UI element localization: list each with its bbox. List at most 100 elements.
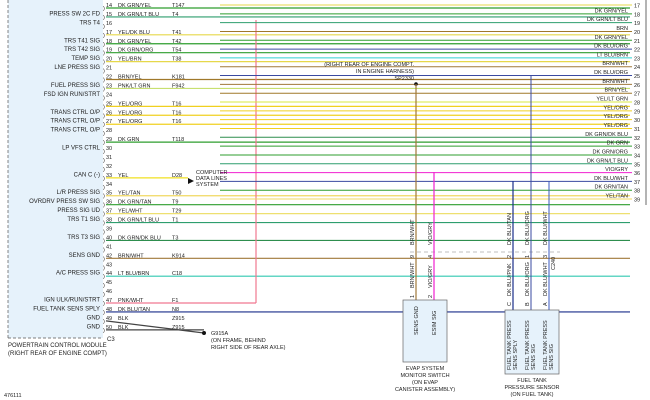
pcm-pin-circuit: T9 (172, 200, 178, 206)
pcm-pin-circuit: N8 (172, 307, 179, 313)
pin-bracket: ) (103, 265, 105, 271)
pcm-pin-circuit: T38 (172, 57, 181, 63)
pin-bracket: ) (103, 247, 105, 253)
pin-bracket: ) (103, 42, 105, 48)
right-pin-number: 28 (634, 101, 640, 107)
sensor-pin-wire: DK BLU/PNK (507, 263, 513, 296)
right-pin-wire: DK GRN (607, 141, 628, 147)
pcm-pin-wire: YEL/TAN (118, 191, 141, 197)
pin-bracket: ) (103, 194, 105, 200)
pcm-pin-wire: YEL/DK BLU (118, 30, 150, 36)
right-pin-wire: VIO/GRY (605, 167, 628, 173)
pcm-pin-number: 22 (106, 75, 112, 81)
pin-bracket: ) (103, 149, 105, 155)
sensor-pin: C (507, 302, 513, 306)
pcm-pin-circuit: K914 (172, 253, 185, 259)
pcm-pin-wire: DK GRN/YEL (118, 39, 151, 45)
pcm-pin-number: 50 (106, 325, 112, 331)
sensor-inline-wire: DK BLU/TAN (507, 213, 513, 245)
sensor-title-2: PRESSURE SENSOR (504, 385, 559, 391)
pcm-pin-function: TRANS CTRL O/P (51, 119, 100, 125)
pcm-pin-circuit: T50 (172, 191, 181, 197)
pin-bracket: ) (103, 230, 105, 236)
pin-bracket: ) (103, 292, 105, 298)
pcm-pin-wire: PNK/WHT (118, 298, 144, 304)
pcm-pin-circuit: T42 (172, 39, 181, 45)
pin-bracket: ) (103, 167, 105, 173)
pcm-pin-function: TEMP SIG (71, 56, 100, 62)
pcm-pin-wire: YEL/WHT (118, 209, 143, 215)
right-pin-number: 19 (634, 21, 640, 27)
right-pin-number: 30 (634, 118, 640, 124)
right-pin-wire: DK GRN/LT BLU (587, 158, 628, 164)
pcm-pin-circuit: T3 (172, 235, 178, 241)
pcm-pin-number: 41 (106, 244, 112, 250)
pcm-pin-number: 36 (106, 200, 112, 206)
ground-location-2: RIGHT SIDE OF REAR AXLE) (211, 345, 286, 351)
evap-inline-pin-2: 4 (428, 255, 434, 258)
evap-title-3: (ON EVAP (412, 380, 438, 386)
evap-title: EVAP SYSTEM (406, 366, 445, 372)
evap-title-2: MONITOR SWITCH (400, 373, 449, 379)
sensor-pin-wire-3: DK BLU/WHT (543, 261, 549, 296)
pcm-pin-wire: DK GRN/DK BLU (118, 235, 161, 241)
pcm-pin-wire: YEL/ORG (118, 101, 142, 107)
sensor-inline-connector: C240 (551, 257, 557, 270)
pcm-connector-id: C3 (107, 337, 115, 343)
right-pin-wire: DK BLU/WHT (594, 176, 629, 182)
pin-bracket: ) (103, 51, 105, 57)
pcm-pin-number: 47 (106, 298, 112, 304)
right-pin-wire: LT BLU/BRN (597, 52, 628, 58)
evap-title-4: CANISTER ASSEMBLY) (395, 387, 455, 393)
right-pin-wire: DK BLU/ORG (594, 44, 628, 50)
right-pin-number: 18 (634, 12, 640, 18)
pin-bracket: ) (103, 238, 105, 244)
pin-bracket: ) (103, 328, 105, 334)
right-pin-wire: YEL/ORG (604, 105, 628, 111)
pcm-pin-wire: YEL (118, 173, 128, 179)
right-pin-number: 27 (634, 92, 640, 98)
sensor-title-3: (ON FUEL TANK) (511, 392, 554, 398)
pcm-pin-number: 32 (106, 164, 112, 170)
pcm-pin-function: TRS T1 SIG (67, 217, 100, 223)
pcm-pin-circuit: T41 (172, 30, 181, 36)
right-pin-number: 31 (634, 127, 640, 133)
sensor-inline-pin-2: 1 (525, 255, 531, 258)
pin-bracket: ) (103, 274, 105, 280)
pin-bracket: ) (103, 104, 105, 110)
pcm-pin-number: 46 (106, 289, 112, 295)
pcm-pin-function: LP VFS CTRL (62, 146, 101, 152)
pcm-pin-circuit: T147 (172, 3, 185, 9)
sensor-pin-2: B (525, 302, 531, 306)
pcm-name: POWERTRAIN CONTROL MODULE (8, 343, 107, 349)
sensor-pin-func: FUEL TANK PRESS SENS SPLY (507, 320, 519, 370)
pcm-pin-circuit: Z915 (172, 316, 185, 322)
sensor-inline-wire-3: DK BLU/WHT (543, 210, 549, 245)
ground-id: G915A (211, 331, 228, 337)
fuel-tank-sensor-box (504, 309, 560, 375)
pcm-pin-wire: BLK (118, 325, 129, 331)
pcm-pin-function: FSD IGN RUN/STRT (44, 92, 101, 98)
right-pin-number: 32 (634, 136, 640, 142)
pcm-pin-number: 27 (106, 119, 112, 125)
pin-bracket: ) (103, 158, 105, 164)
right-pin-wire: DK GRN/YEL (595, 8, 628, 14)
pin-bracket: ) (103, 60, 105, 66)
pcm-pin-number: 35 (106, 191, 112, 197)
pcm-pin-number: 28 (106, 128, 112, 134)
pcm-pin-function: FUEL PRESS SIG (51, 83, 100, 89)
data-lines-label-3: SYSTEM (196, 182, 219, 188)
right-pin-wire: YEL/ORG (604, 114, 628, 120)
right-pin-wire: DK GRN/ORG (593, 149, 628, 155)
sensor-title: FUEL TANK (517, 378, 547, 384)
pcm-pin-circuit: T54 (172, 48, 181, 54)
pcm-pin-number: 30 (106, 146, 112, 152)
pcm-pin-function: IGN ULK/RUN/STRT (44, 298, 100, 304)
right-pin-number: 23 (634, 56, 640, 62)
pin-bracket: ) (103, 221, 105, 227)
pcm-pin-number: 26 (106, 110, 112, 116)
pcm-pin-function: TRS T41 SIG (64, 38, 100, 44)
right-pin-number: 22 (634, 48, 640, 54)
pin-bracket: ) (103, 15, 105, 21)
pcm-pin-circuit: T16 (172, 119, 181, 125)
